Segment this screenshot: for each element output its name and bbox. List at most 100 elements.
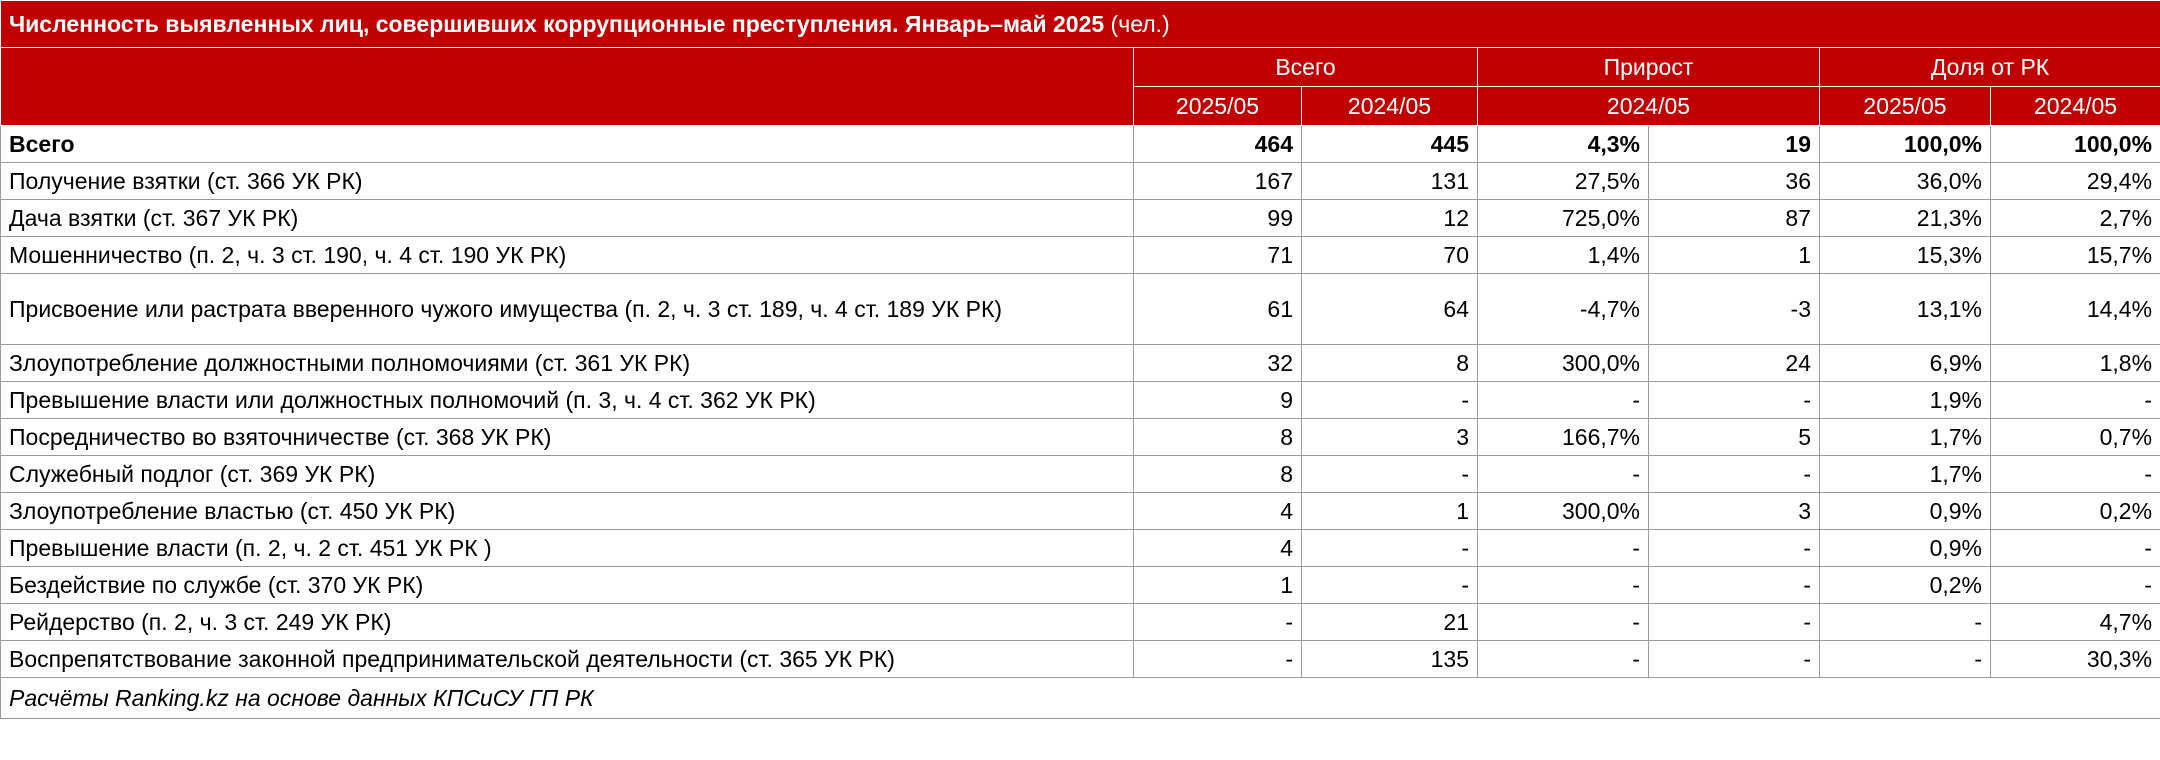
row-label: Дача взятки (ст. 367 УК РК) [0, 199, 1134, 237]
row-label: Бездействие по службе (ст. 370 УК РК) [0, 566, 1134, 604]
cell: - [1989, 529, 2160, 567]
cell: 1 [1301, 492, 1478, 530]
table-body: Численность выявленных лиц, совершивших … [0, 0, 2160, 719]
table-row: Превышение власти или должностных полном… [0, 381, 2160, 419]
cell: 445 [1301, 125, 1478, 163]
cell: - [1648, 640, 1820, 678]
table-row: Превышение власти (п. 2, ч. 2 ст. 451 УК… [0, 529, 2160, 567]
row-label: Превышение власти (п. 2, ч. 2 ст. 451 УК… [0, 529, 1134, 567]
table-row: Воспрепятствование законной предпринимат… [0, 640, 2160, 678]
cell: 15,7% [1989, 236, 2160, 274]
cell: 15,3% [1819, 236, 1991, 274]
table-row: Получение взятки (ст. 366 УК РК) 167 131 27… [0, 162, 2160, 200]
cell: 725,0% [1477, 199, 1649, 237]
cell: - [1301, 381, 1478, 419]
cell: - [1301, 455, 1478, 493]
cell: -4,7% [1477, 273, 1649, 345]
cell: 300,0% [1477, 344, 1649, 382]
row-label: Посредничество во взяточничестве (ст. 36… [0, 418, 1134, 456]
cell: 4,3% [1477, 125, 1649, 163]
cell: 30,3% [1989, 640, 2160, 678]
cell: - [1301, 566, 1478, 604]
row-label: Воспрепятствование законной предпринимат… [0, 640, 1134, 678]
subheader: 2025/05 [1133, 86, 1302, 126]
title-unit: (чел.) [1110, 10, 1170, 37]
title-cell: Численность выявленных лиц, совершивших … [0, 0, 2160, 48]
footer-row: Расчёты Ranking.kz на основе данных КПСи… [0, 677, 2160, 719]
cell: 8 [1301, 344, 1478, 382]
header-group: Доля от РК [1818, 47, 2160, 87]
cell: - [1989, 566, 2160, 604]
row-label: Злоупотребление должностными полномочиям… [0, 344, 1134, 382]
cell: 36 [1648, 162, 1820, 200]
cell: 464 [1133, 125, 1302, 163]
table-row: Злоупотребление властью (ст. 450 УК РК) 4… [0, 492, 2160, 530]
cell: 64 [1301, 273, 1478, 345]
cell: 70 [1301, 236, 1478, 274]
row-label: Служебный подлог (ст. 369 УК РК) [0, 455, 1134, 493]
cell: - [1477, 529, 1649, 567]
header-row: Всего Прирост Доля от РК [0, 47, 2160, 126]
table-row: Бездействие по службе (ст. 370 УК РК) 1- -… [0, 566, 2160, 604]
cell: 300,0% [1477, 492, 1649, 530]
cell: 8 [1133, 418, 1302, 456]
cell: 4 [1133, 529, 1302, 567]
cell: 166,7% [1477, 418, 1649, 456]
subheader: 2024/05 [1301, 86, 1478, 126]
cell: - [1819, 603, 1991, 641]
cell: 2,7% [1989, 199, 2160, 237]
cell: - [1648, 603, 1820, 641]
cell: 0,2% [1819, 566, 1991, 604]
cell: - [1477, 381, 1649, 419]
row-label: Превышение власти или должностных полном… [0, 381, 1134, 419]
cell: 131 [1301, 162, 1478, 200]
table-row: Рейдерство (п. 2, ч. 3 ст. 249 УК РК) - 21… [0, 603, 2160, 641]
cell: 100,0% [1989, 125, 2160, 163]
header-group: Всего [1133, 47, 1478, 87]
row-label: Злоупотребление властью (ст. 450 УК РК) [0, 492, 1134, 530]
cell: - [1989, 455, 2160, 493]
cell: 1 [1133, 566, 1302, 604]
cell: 0,7% [1989, 418, 2160, 456]
cell: 3 [1301, 418, 1478, 456]
cell: 36,0% [1819, 162, 1991, 200]
subheader: 2025/05 [1819, 86, 1991, 126]
cell: 3 [1648, 492, 1820, 530]
cell: 135 [1301, 640, 1478, 678]
cell: 29,4% [1989, 162, 2160, 200]
table-row: Служебный подлог (ст. 369 УК РК) 8- - -1,7%… [0, 455, 2160, 493]
cell: 87 [1648, 199, 1820, 237]
cell: 27,5% [1477, 162, 1649, 200]
cell: 0,2% [1989, 492, 2160, 530]
table-row: Мошенничество (п. 2, ч. 3 ст. 190, ч. 4 … [0, 236, 2160, 274]
cell: 100,0% [1819, 125, 1991, 163]
subheader: 2024/05 [1989, 86, 2160, 126]
cell: 4,7% [1989, 603, 2160, 641]
cell: 24 [1648, 344, 1820, 382]
cell: 0,9% [1819, 529, 1991, 567]
cell: 1,4% [1477, 236, 1649, 274]
cell: 9 [1133, 381, 1302, 419]
cell: 12 [1301, 199, 1478, 237]
subheader: 2024/05 [1477, 86, 1820, 126]
table-row: Дача взятки (ст. 367 УК РК) 99 12 725,0% 87 2… [0, 199, 2160, 237]
row-label: Получение взятки (ст. 366 УК РК) [0, 162, 1134, 200]
title-row: Численность выявленных лиц, совершивших … [0, 0, 2160, 48]
cell: 19 [1648, 125, 1820, 163]
row-label: Всего [0, 125, 1134, 163]
cell: 1,8% [1989, 344, 2160, 382]
cell: 1,9% [1819, 381, 1991, 419]
cell: 32 [1133, 344, 1302, 382]
cell: 1,7% [1819, 455, 1991, 493]
row-label: Рейдерство (п. 2, ч. 3 ст. 249 УК РК) [0, 603, 1134, 641]
table-row: Злоупотребление должностными полномочиям… [0, 344, 2160, 382]
header-group: Прирост [1477, 47, 1820, 87]
cell: - [1648, 455, 1820, 493]
footer: Расчёты Ranking.kz на основе данных КПСи… [0, 677, 2160, 719]
cell: 167 [1133, 162, 1302, 200]
cell: 4 [1133, 492, 1302, 530]
cell: 21 [1301, 603, 1478, 641]
cell: - [1301, 529, 1478, 567]
cell: - [1819, 640, 1991, 678]
